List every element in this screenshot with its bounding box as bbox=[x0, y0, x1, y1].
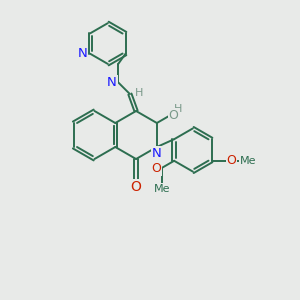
Text: Me: Me bbox=[240, 156, 256, 166]
Text: H: H bbox=[174, 104, 182, 115]
Text: Me: Me bbox=[153, 184, 170, 194]
Text: O: O bbox=[151, 162, 161, 175]
Text: N: N bbox=[78, 47, 88, 60]
Text: O: O bbox=[130, 180, 142, 194]
Text: O: O bbox=[226, 154, 236, 167]
Text: H: H bbox=[135, 88, 144, 98]
Text: N: N bbox=[152, 146, 162, 160]
Text: O: O bbox=[169, 109, 178, 122]
Text: N: N bbox=[107, 76, 117, 89]
